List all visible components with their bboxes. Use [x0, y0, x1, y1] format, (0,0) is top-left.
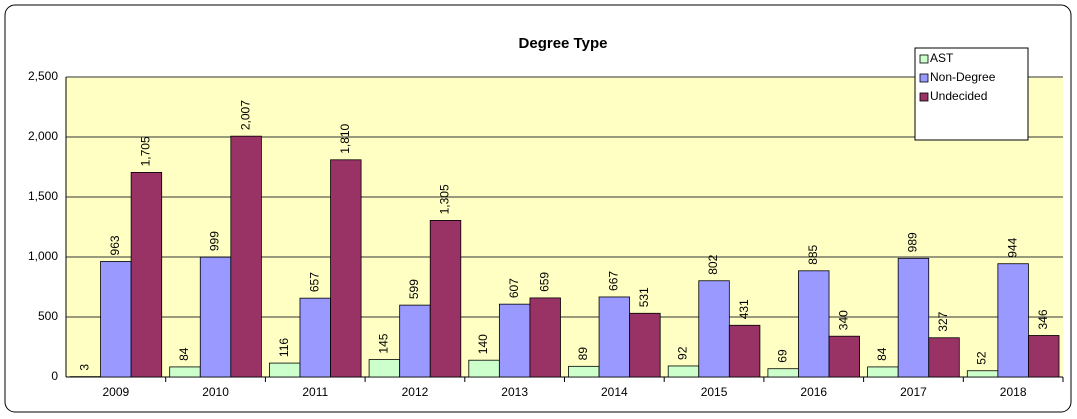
bar	[230, 135, 262, 378]
x-tick-label: 2018	[1000, 385, 1027, 399]
bar	[798, 270, 830, 378]
legend-swatch	[919, 92, 929, 102]
value-label: 84	[177, 347, 191, 361]
value-label: 116	[277, 338, 291, 357]
value-label: 657	[307, 272, 321, 292]
value-label: 346	[1036, 309, 1050, 329]
bar	[169, 366, 201, 378]
bar	[268, 362, 301, 378]
value-label: 531	[637, 287, 651, 307]
bar	[1028, 335, 1060, 378]
value-label: 52	[975, 351, 989, 365]
value-label: 327	[936, 311, 950, 331]
y-tick-label: 2,500	[28, 69, 58, 83]
value-label: 885	[806, 244, 820, 264]
x-tick-label: 2013	[501, 385, 528, 399]
x-tick-label: 2017	[900, 385, 927, 399]
value-label: 69	[775, 349, 789, 363]
bar	[429, 219, 462, 378]
value-label: 3	[77, 364, 91, 371]
bar	[966, 370, 999, 378]
bar	[498, 303, 531, 378]
value-label: 659	[537, 272, 551, 292]
legend-label: Undecided	[930, 89, 987, 103]
y-tick-label: 500	[38, 309, 58, 323]
bar	[897, 257, 930, 378]
value-label: 2,007	[238, 100, 252, 130]
x-tick-label: 2014	[601, 385, 628, 399]
bar	[698, 280, 730, 378]
bar	[928, 337, 960, 378]
legend-label: AST	[930, 51, 954, 65]
legend-swatch	[919, 73, 929, 83]
value-label: 431	[737, 299, 751, 319]
bar	[330, 159, 362, 378]
x-tick-label: 2011	[302, 385, 328, 399]
bar	[997, 263, 1029, 378]
bar	[629, 312, 661, 378]
legend-box	[914, 47, 1029, 141]
value-label: 607	[507, 278, 521, 298]
value-label: 140	[476, 334, 490, 354]
x-tick-label: 2012	[402, 385, 429, 399]
x-tick-label: 2009	[102, 385, 129, 399]
bar	[399, 304, 431, 378]
value-label: 1,305	[438, 184, 452, 214]
value-label: 340	[836, 310, 850, 330]
bar	[728, 324, 761, 378]
value-label: 667	[607, 271, 621, 291]
value-label: 944	[1005, 237, 1019, 257]
y-tick-label: 1,500	[28, 189, 58, 203]
value-label: 92	[676, 346, 690, 360]
value-label: 1,810	[338, 123, 352, 153]
x-tick-label: 2010	[202, 385, 229, 399]
x-tick-label: 2016	[800, 385, 827, 399]
y-tick-label: 1,000	[28, 249, 58, 263]
bar	[100, 261, 132, 378]
bar	[667, 365, 700, 378]
chart-title: Degree Type	[519, 35, 608, 52]
bar	[568, 365, 600, 378]
value-label: 599	[407, 279, 421, 299]
value-label: 999	[208, 231, 222, 251]
bar	[828, 335, 860, 378]
value-label: 989	[906, 232, 920, 252]
y-tick-label: 0	[51, 369, 58, 383]
bar	[598, 296, 631, 378]
value-label: 963	[108, 235, 122, 255]
legend-label: Non-Degree	[930, 70, 996, 84]
bar	[368, 359, 401, 378]
value-label: 802	[706, 254, 720, 274]
bar	[299, 297, 331, 378]
bar	[199, 256, 232, 378]
bar	[867, 366, 899, 378]
bar	[130, 171, 163, 378]
bar	[468, 359, 500, 378]
value-label: 1,705	[139, 136, 153, 166]
value-label: 89	[576, 347, 590, 361]
value-label: 145	[377, 333, 391, 353]
bar	[767, 368, 799, 378]
legend-swatch	[919, 54, 929, 64]
bar	[529, 297, 561, 378]
value-label: 84	[875, 347, 889, 361]
y-tick-label: 2,000	[28, 129, 58, 143]
x-tick-label: 2015	[701, 385, 728, 399]
